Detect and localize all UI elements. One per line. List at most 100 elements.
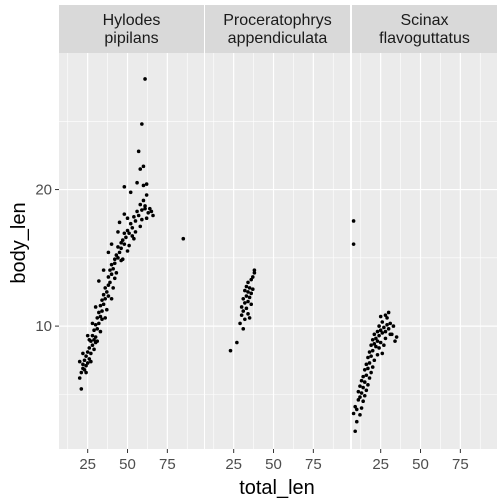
data-point — [87, 357, 92, 361]
data-point — [369, 354, 373, 358]
data-point — [361, 385, 365, 390]
data-point — [246, 312, 250, 316]
data-point — [141, 198, 146, 203]
data-point — [135, 180, 139, 185]
data-point — [81, 362, 85, 367]
data-point — [95, 339, 100, 343]
data-point — [358, 395, 362, 399]
data-point — [386, 310, 391, 315]
data-point — [235, 340, 239, 345]
data-point — [100, 309, 104, 313]
x-tick-label: 25 — [372, 456, 389, 473]
x-tick-label: 25 — [225, 456, 242, 473]
data-point — [377, 324, 381, 328]
data-point — [246, 299, 250, 304]
data-point — [244, 294, 249, 298]
data-point — [122, 185, 127, 189]
data-point — [377, 346, 381, 350]
data-point — [101, 268, 106, 272]
data-point — [358, 413, 362, 417]
data-point — [93, 305, 98, 309]
data-point — [120, 257, 125, 261]
data-point — [359, 391, 364, 395]
facet-panels: HylodespipilansProceratophrysappendicula… — [59, 5, 497, 449]
data-point — [90, 343, 95, 348]
data-point — [143, 206, 147, 211]
data-point — [148, 206, 152, 211]
data-point — [141, 164, 146, 169]
data-point — [135, 209, 139, 214]
data-point — [364, 373, 369, 378]
data-point — [138, 202, 143, 207]
data-point — [106, 250, 111, 255]
facet-strip — [205, 5, 350, 53]
panel-background — [59, 53, 204, 449]
data-point — [87, 337, 92, 342]
data-point — [133, 219, 138, 223]
data-point — [244, 306, 249, 311]
data-point — [370, 337, 375, 342]
data-point — [246, 280, 250, 285]
data-point — [128, 190, 133, 195]
data-point — [112, 261, 117, 266]
data-point — [103, 296, 108, 301]
data-point — [95, 316, 100, 320]
data-point — [133, 230, 138, 234]
data-point — [109, 242, 114, 246]
data-point — [372, 332, 377, 337]
data-point — [81, 351, 85, 356]
data-point — [244, 284, 249, 289]
panel-background — [205, 53, 350, 449]
data-point — [97, 279, 101, 283]
data-point — [85, 361, 90, 365]
data-point — [364, 388, 369, 393]
data-point — [382, 343, 386, 348]
data-point — [374, 344, 378, 349]
data-point — [77, 359, 82, 364]
data-point — [383, 336, 388, 341]
data-point — [136, 149, 141, 154]
data-point — [243, 288, 247, 293]
data-point — [97, 321, 101, 326]
data-point — [362, 380, 367, 384]
data-point — [247, 316, 252, 320]
data-point — [89, 351, 93, 356]
data-point — [181, 236, 186, 241]
data-point — [386, 327, 391, 331]
data-point — [98, 329, 103, 334]
facet-label: flavoguttatus — [379, 30, 470, 47]
x-tick-label: 50 — [265, 456, 282, 473]
data-point — [122, 231, 127, 236]
data-point — [101, 292, 106, 297]
data-point — [79, 387, 84, 391]
x-axis-title: total_len — [239, 477, 315, 499]
data-point — [116, 256, 120, 260]
data-point — [252, 271, 257, 275]
data-point — [138, 167, 143, 171]
data-point — [367, 376, 372, 380]
data-point — [84, 370, 88, 375]
data-point — [90, 321, 95, 326]
y-tick-label: 20 — [35, 182, 52, 199]
data-point — [369, 343, 373, 348]
data-point — [103, 286, 108, 290]
data-point — [93, 335, 98, 339]
data-point — [356, 389, 361, 394]
x-tick-label: 75 — [452, 456, 469, 473]
data-point — [383, 313, 388, 317]
data-point — [97, 310, 101, 315]
data-point — [228, 348, 233, 353]
data-point — [130, 234, 135, 238]
data-point — [238, 321, 242, 326]
data-point — [366, 383, 370, 387]
data-point — [141, 183, 146, 188]
data-point — [385, 316, 389, 320]
data-point — [92, 347, 96, 352]
data-point — [354, 407, 359, 412]
data-point — [92, 337, 96, 342]
data-point — [101, 302, 106, 307]
data-point — [119, 246, 123, 251]
data-point — [98, 303, 103, 308]
data-point — [108, 280, 112, 285]
